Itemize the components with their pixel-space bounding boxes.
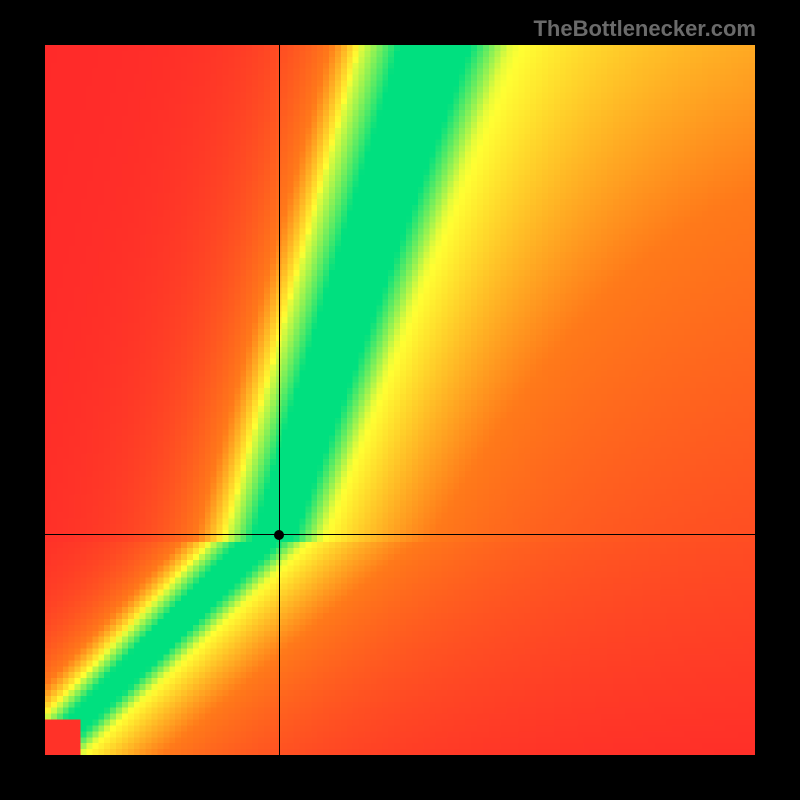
crosshair-vertical-line	[279, 45, 280, 755]
bottleneck-heatmap	[45, 45, 755, 755]
crosshair-horizontal-line	[45, 534, 755, 535]
watermark-text: TheBottlenecker.com	[533, 16, 756, 42]
